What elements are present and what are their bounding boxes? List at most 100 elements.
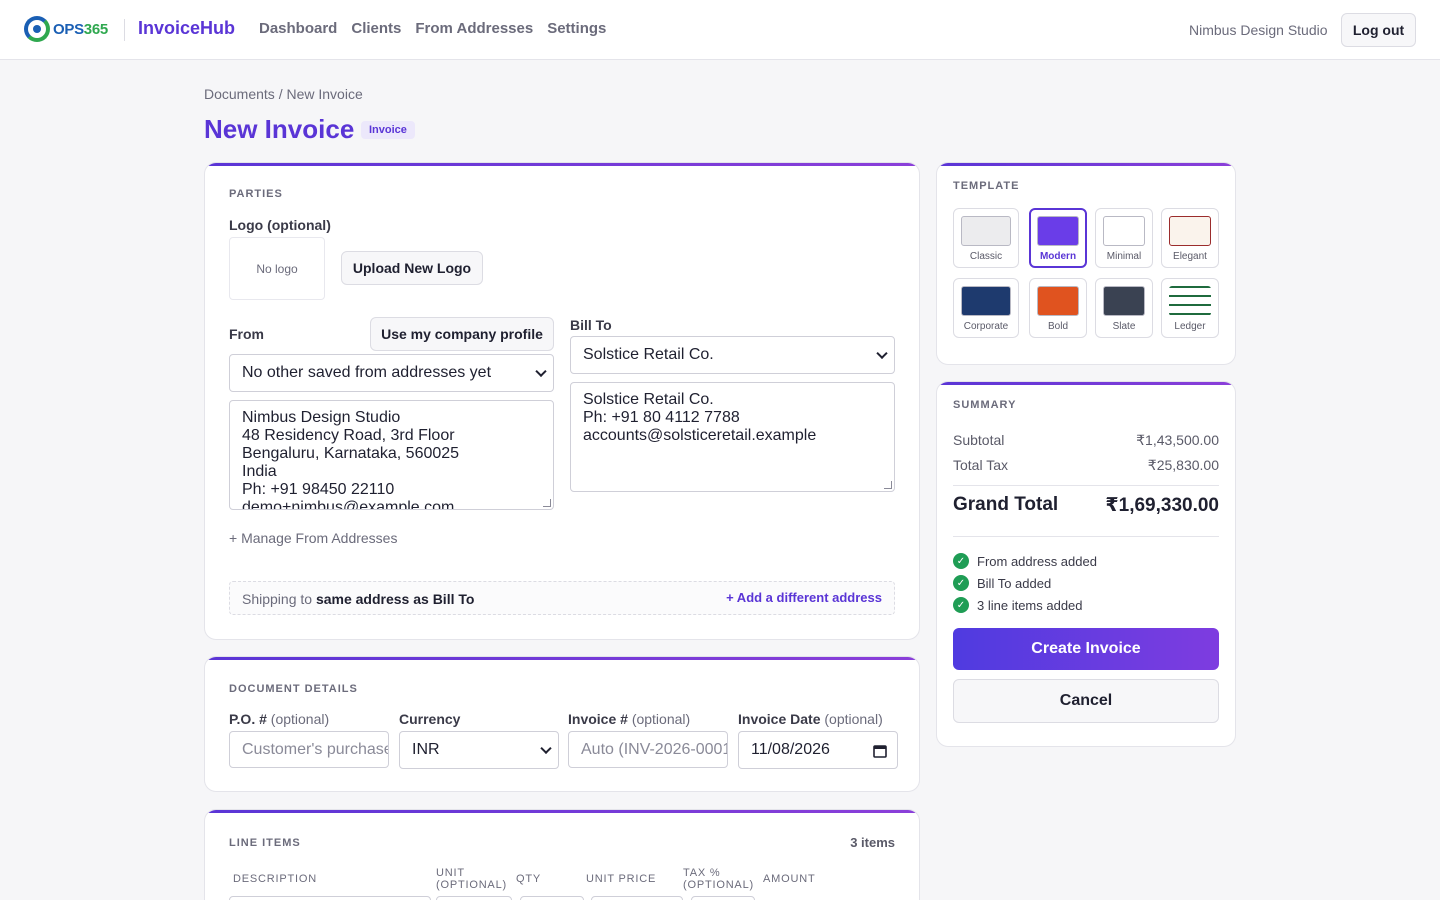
line-item-price-input[interactable]: [591, 896, 683, 900]
po-input-placeholder: Customer's purchase order: [242, 740, 389, 758]
template-option-classic[interactable]: Classic: [953, 208, 1019, 268]
from-address-select[interactable]: No other saved from addresses yet: [229, 354, 554, 392]
ops365-logo[interactable]: OPS365: [24, 16, 108, 42]
add-different-address-link[interactable]: + Add a different address: [726, 590, 882, 605]
shipping-bar: Shipping to same address as Bill To + Ad…: [229, 581, 895, 615]
grand-total-label: Grand Total: [953, 494, 1059, 515]
shipping-prefix: Shipping to: [242, 591, 313, 607]
checklist-item: ✓ From address added: [953, 553, 1097, 569]
invoice-date-label: Invoice Date (optional): [738, 711, 883, 727]
logo-label: Logo (optional): [229, 217, 331, 233]
line-item-description-input[interactable]: [229, 896, 431, 900]
check-circle-icon: ✓: [953, 597, 969, 613]
from-address-textarea[interactable]: Nimbus Design Studio 48 Residency Road, …: [229, 400, 554, 510]
template-option-modern[interactable]: Modern: [1029, 208, 1087, 268]
grand-total-value: ₹1,69,330.00: [1105, 495, 1219, 516]
template-swatch: [961, 216, 1011, 246]
from-address-select-value: No other saved from addresses yet: [242, 364, 492, 381]
template-swatch: [1169, 286, 1211, 316]
from-address-line: Ph: +91 98450 22110: [242, 481, 395, 498]
template-option-label: Corporate: [963, 321, 1009, 332]
checklist-item: ✓ 3 line items added: [953, 597, 1083, 613]
bill-to-select[interactable]: Solstice Retail Co.: [570, 336, 895, 374]
invoice-number-label: Invoice # (optional): [568, 711, 691, 727]
line-item-qty-input[interactable]: [520, 896, 584, 900]
bill-to-line: Solstice Retail Co.: [583, 391, 714, 408]
org-name: Nimbus Design Studio: [1189, 22, 1328, 38]
ops365-logo-icon: [24, 16, 50, 42]
create-invoice-button[interactable]: Create Invoice: [953, 628, 1219, 670]
invoice-date-value: 11/08/2026: [751, 741, 830, 758]
template-option-label: Ledger: [1174, 321, 1206, 332]
column-header-unit: UNIT (OPTIONAL): [436, 867, 507, 891]
subtotal-row: Subtotal ₹1,43,500.00: [953, 432, 1219, 449]
page-title: New Invoice: [204, 114, 355, 144]
line-item-tax-input[interactable]: [691, 896, 755, 900]
parties-section-title: PARTIES: [229, 188, 283, 200]
use-company-profile-button[interactable]: Use my company profile: [370, 317, 554, 351]
template-option-label: Minimal: [1106, 251, 1142, 262]
template-option-label: Bold: [1047, 321, 1068, 332]
column-header-qty: QTY: [516, 873, 542, 885]
template-option-label: Elegant: [1173, 251, 1207, 262]
nav-link-clients[interactable]: Clients: [351, 20, 402, 37]
upload-logo-button[interactable]: Upload New Logo: [341, 251, 483, 285]
template-option-label: Slate: [1112, 321, 1136, 332]
currency-select[interactable]: INR: [399, 731, 559, 769]
line-items-card: LINE ITEMS 3 items DESCRIPTION UNIT (OPT…: [204, 809, 920, 900]
no-logo-text: No logo: [256, 261, 298, 276]
subtotal-value: ₹1,43,500.00: [1136, 432, 1219, 448]
manage-from-addresses-link[interactable]: + Manage From Addresses: [229, 530, 398, 546]
logo-preview: No logo: [229, 237, 325, 300]
nav-link-dashboard[interactable]: Dashboard: [259, 20, 338, 37]
breadcrumb: Documents / New Invoice: [204, 86, 363, 102]
top-navbar: OPS365 InvoiceHub Dashboard Clients From…: [0, 0, 1440, 60]
summary-section-title: SUMMARY: [953, 399, 1017, 411]
shipping-value: same address as Bill To: [315, 591, 475, 607]
template-option-bold[interactable]: Bold: [1029, 278, 1087, 338]
nav-links: Dashboard Clients From Addresses Setting…: [259, 20, 620, 37]
logo-text-number: 365: [83, 20, 108, 38]
nav-link-from-addresses[interactable]: From Addresses: [415, 20, 534, 37]
template-option-label: Classic: [969, 251, 1003, 262]
template-option-slate[interactable]: Slate: [1095, 278, 1153, 338]
from-address-line: Bengaluru, Karnataka, 560025: [242, 445, 460, 462]
invoice-date-input[interactable]: 11/08/2026: [738, 731, 898, 769]
po-label: P.O. # (optional): [229, 711, 330, 727]
line-item-unit-input[interactable]: [436, 896, 512, 900]
template-option-minimal[interactable]: Minimal: [1095, 208, 1153, 268]
from-address-line: Nimbus Design Studio: [242, 409, 401, 426]
app-brand[interactable]: InvoiceHub: [138, 18, 236, 38]
bill-to-select-value: Solstice Retail Co.: [583, 346, 714, 363]
template-option-label: Modern: [1039, 251, 1077, 262]
column-header-amount: AMOUNT: [763, 873, 816, 885]
check-circle-icon: ✓: [953, 575, 969, 591]
cancel-button[interactable]: Cancel: [953, 679, 1219, 723]
document-details-card: DOCUMENT DETAILS P.O. # (optional) Custo…: [204, 656, 920, 792]
template-option-elegant[interactable]: Elegant: [1161, 208, 1219, 268]
bill-to-line: Ph: +91 80 4112 7788: [583, 409, 740, 426]
logout-button[interactable]: Log out: [1341, 13, 1416, 47]
chevron-down-icon: [535, 365, 547, 378]
from-address-line: demo+nimbus@example.com: [242, 499, 455, 510]
resize-handle-icon[interactable]: [884, 481, 892, 489]
template-section-title: TEMPLATE: [953, 180, 1020, 192]
total-tax-row: Total Tax ₹25,830.00: [953, 457, 1219, 474]
invoice-number-input[interactable]: Auto (INV-2026-0001): [568, 731, 728, 768]
line-items-section-title: LINE ITEMS: [229, 837, 301, 849]
column-header-unit-price: UNIT PRICE: [586, 873, 657, 885]
resize-handle-icon[interactable]: [543, 499, 551, 507]
po-input[interactable]: Customer's purchase order: [229, 731, 389, 768]
checklist-item: ✓ Bill To added: [953, 575, 1051, 591]
from-address-line: India: [242, 463, 277, 480]
chevron-down-icon: [876, 347, 888, 360]
from-label: From: [229, 326, 264, 342]
subtotal-label: Subtotal: [953, 432, 1005, 448]
template-option-ledger[interactable]: Ledger: [1161, 278, 1219, 338]
template-option-corporate[interactable]: Corporate: [953, 278, 1019, 338]
line-items-count: 3 items: [850, 835, 895, 850]
nav-link-settings[interactable]: Settings: [547, 20, 607, 37]
calendar-icon[interactable]: [873, 744, 887, 758]
bill-to-textarea[interactable]: Solstice Retail Co. Ph: +91 80 4112 7788…: [570, 382, 895, 492]
logo-text: OPS: [53, 20, 84, 38]
